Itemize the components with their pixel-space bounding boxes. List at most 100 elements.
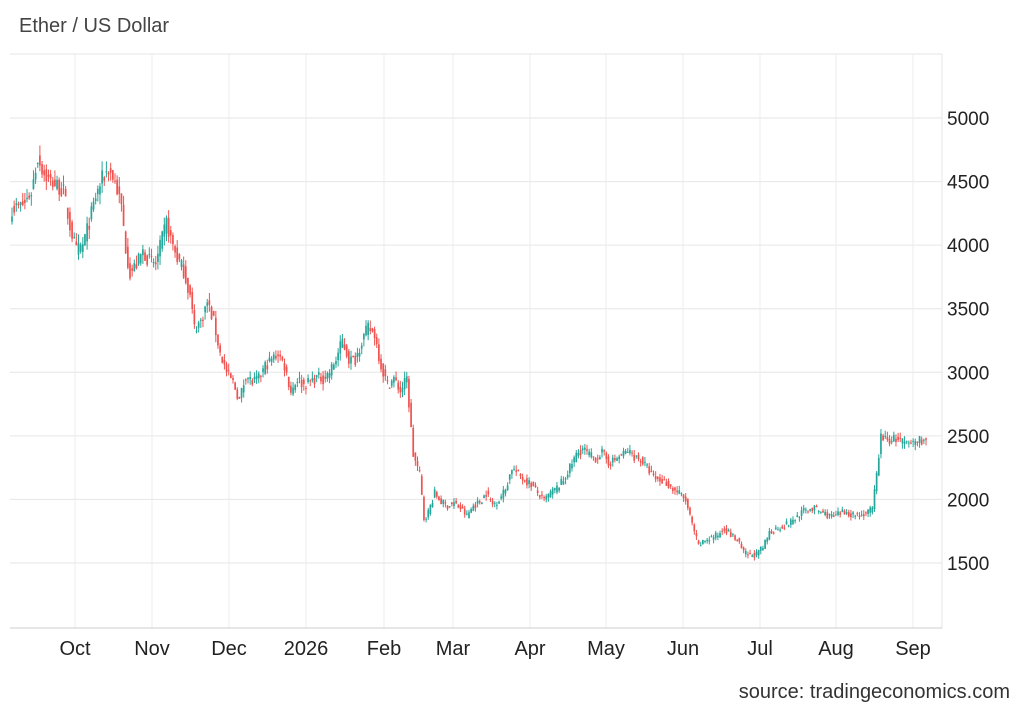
candle xyxy=(631,450,633,457)
candle xyxy=(105,161,108,178)
candle xyxy=(639,458,642,467)
candle-body xyxy=(116,179,118,195)
candle xyxy=(341,333,344,349)
candle xyxy=(624,449,627,455)
candle xyxy=(234,381,236,391)
candle-body xyxy=(736,539,739,541)
candle-body xyxy=(631,452,633,454)
candle-body xyxy=(32,179,35,190)
candle xyxy=(448,506,451,508)
candle-body xyxy=(154,262,157,265)
candle xyxy=(646,463,648,469)
candle xyxy=(689,506,691,516)
candle xyxy=(650,465,653,473)
candle xyxy=(706,538,709,544)
candle-body xyxy=(17,203,20,205)
candle xyxy=(159,235,161,265)
candle xyxy=(174,244,176,258)
candle-body xyxy=(727,529,730,532)
candle-body xyxy=(869,507,872,513)
candle-body xyxy=(618,456,621,460)
candle-body xyxy=(884,435,887,437)
candle-body xyxy=(423,496,425,520)
candle xyxy=(614,454,616,463)
candle-body xyxy=(444,502,447,504)
candle xyxy=(654,471,657,483)
candle xyxy=(107,171,110,182)
candle xyxy=(435,490,438,499)
candle xyxy=(380,354,382,373)
candle-body xyxy=(770,531,773,534)
candle xyxy=(489,497,492,502)
candle-body xyxy=(772,532,775,534)
candle-body xyxy=(545,496,548,500)
candle-body xyxy=(485,495,488,497)
candle-body xyxy=(30,195,33,197)
candle-body xyxy=(60,187,63,196)
candle xyxy=(114,173,116,184)
candle-body xyxy=(502,489,505,499)
candle-body xyxy=(918,436,921,443)
candle-body xyxy=(641,457,644,465)
candle-body xyxy=(710,536,713,538)
candle xyxy=(238,396,241,399)
candle-body xyxy=(88,225,91,230)
x-tick-label: Mar xyxy=(436,638,471,660)
candle xyxy=(485,490,488,501)
candle xyxy=(315,374,318,383)
candle xyxy=(839,511,842,518)
candle xyxy=(335,356,337,368)
candle xyxy=(549,489,552,498)
candle xyxy=(648,462,651,476)
candle xyxy=(103,175,106,186)
candle-body xyxy=(161,231,164,249)
candle-body xyxy=(646,464,648,466)
candle-body xyxy=(135,264,138,269)
candle xyxy=(120,193,123,212)
candle xyxy=(214,310,217,343)
candle xyxy=(122,195,125,227)
candle xyxy=(708,536,711,545)
candle xyxy=(487,487,490,498)
candle xyxy=(17,201,20,209)
candle-body xyxy=(114,180,116,182)
candle xyxy=(712,534,715,544)
candle xyxy=(581,445,584,454)
candle-body xyxy=(28,195,31,199)
candle xyxy=(176,240,179,265)
candle xyxy=(116,175,118,196)
candle-body xyxy=(717,535,719,538)
candle xyxy=(347,348,350,369)
candle-body xyxy=(373,329,376,339)
candle xyxy=(500,493,503,501)
candle-body xyxy=(219,345,221,353)
y-axis: 5000 4500 4000 3500 3000 2500 2000 1500 xyxy=(947,109,989,575)
candle-body xyxy=(43,170,46,176)
candle-body xyxy=(305,387,307,389)
candle-body xyxy=(294,385,297,390)
candle xyxy=(828,513,831,519)
candle xyxy=(184,260,187,285)
candle xyxy=(152,258,155,268)
candle xyxy=(691,515,693,526)
candle xyxy=(84,233,86,247)
candle-body xyxy=(438,496,440,501)
candle-body xyxy=(622,450,625,457)
candle-body xyxy=(302,379,305,385)
candle xyxy=(493,501,496,508)
candle xyxy=(388,387,391,389)
candle-body xyxy=(813,505,816,511)
candle xyxy=(772,531,775,535)
candle xyxy=(517,469,520,472)
candle-body xyxy=(56,179,58,189)
candle-body xyxy=(58,179,61,195)
candle xyxy=(738,537,741,544)
candle-body xyxy=(581,448,584,451)
candle xyxy=(163,217,166,246)
candle-body xyxy=(579,450,582,456)
candle-body xyxy=(465,513,468,515)
y-tick-label: 1500 xyxy=(947,554,989,575)
candle-body xyxy=(474,504,477,509)
candle xyxy=(742,546,745,554)
candle xyxy=(350,350,352,370)
